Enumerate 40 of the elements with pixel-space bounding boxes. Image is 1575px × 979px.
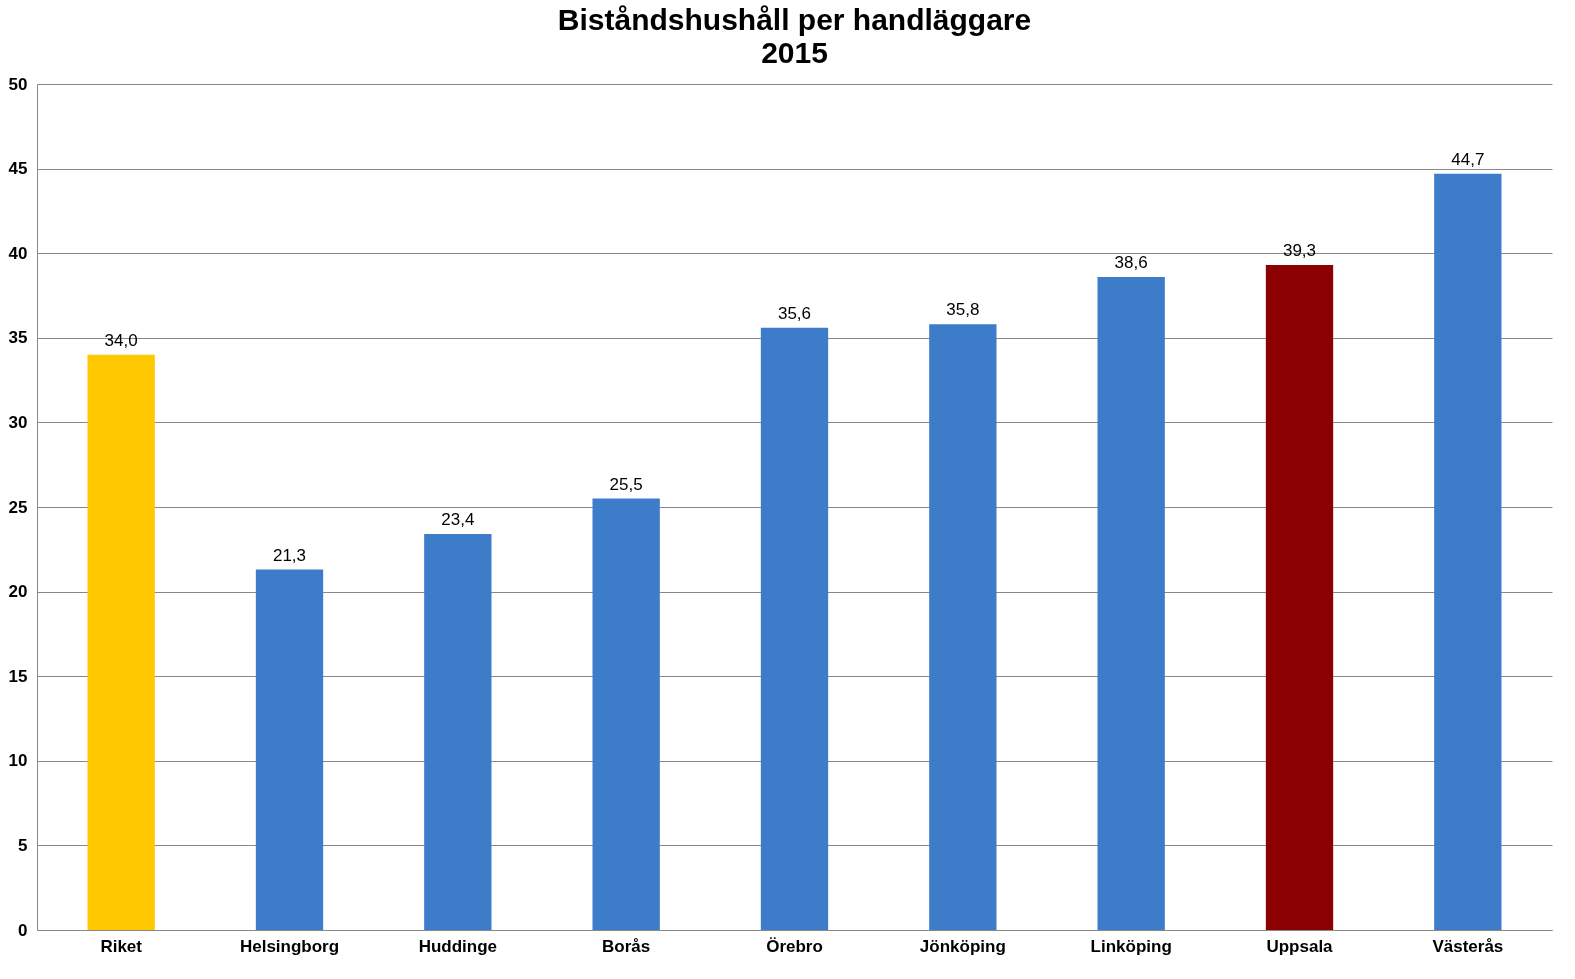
bar xyxy=(255,569,324,930)
x-tick-label: Örebro xyxy=(766,936,823,956)
x-tick-label: Helsingborg xyxy=(239,936,340,956)
data-label: 25,5 xyxy=(609,474,643,494)
x-tick-label: Huddinge xyxy=(418,936,498,956)
data-label: 44,7 xyxy=(1451,149,1485,169)
y-tick-label: 40 xyxy=(8,243,28,263)
bar xyxy=(929,324,997,930)
y-tick-label: 15 xyxy=(8,666,28,686)
data-label: 34,0 xyxy=(104,330,138,350)
bar xyxy=(760,327,829,930)
data-label: 35,6 xyxy=(777,303,812,323)
y-tick-label: 50 xyxy=(8,74,28,94)
chart-subtitle: 2015 xyxy=(761,36,828,69)
x-tick-label: Borås xyxy=(602,936,651,956)
bar xyxy=(1434,173,1502,930)
x-tick-label: Västerås xyxy=(1432,936,1504,956)
bar xyxy=(87,354,155,930)
data-label: 23,4 xyxy=(441,510,475,530)
y-tick-label: 30 xyxy=(8,412,28,432)
y-tick-label: 20 xyxy=(8,582,28,602)
bar xyxy=(1265,265,1334,930)
bar xyxy=(592,498,660,930)
data-label: 39,3 xyxy=(1282,241,1317,261)
data-label: 21,3 xyxy=(272,545,307,565)
bar xyxy=(424,534,492,930)
bar xyxy=(1097,276,1165,930)
y-tick-label: 10 xyxy=(8,751,28,771)
x-tick-label: Uppsala xyxy=(1266,936,1334,956)
data-label: 35,8 xyxy=(946,300,980,320)
y-tick-label: 0 xyxy=(18,920,28,940)
x-tick-label: Jönköping xyxy=(919,936,1006,956)
y-tick-label: 5 xyxy=(18,835,28,855)
y-tick-label: 25 xyxy=(8,497,28,517)
x-tick-label: Linköping xyxy=(1090,936,1172,956)
chart-title: Biståndshushåll per handläggare xyxy=(557,3,1032,36)
data-label: 38,6 xyxy=(1114,252,1148,272)
y-tick-label: 45 xyxy=(8,159,28,179)
y-tick-label: 35 xyxy=(8,328,28,348)
x-tick-label: Riket xyxy=(100,936,143,956)
